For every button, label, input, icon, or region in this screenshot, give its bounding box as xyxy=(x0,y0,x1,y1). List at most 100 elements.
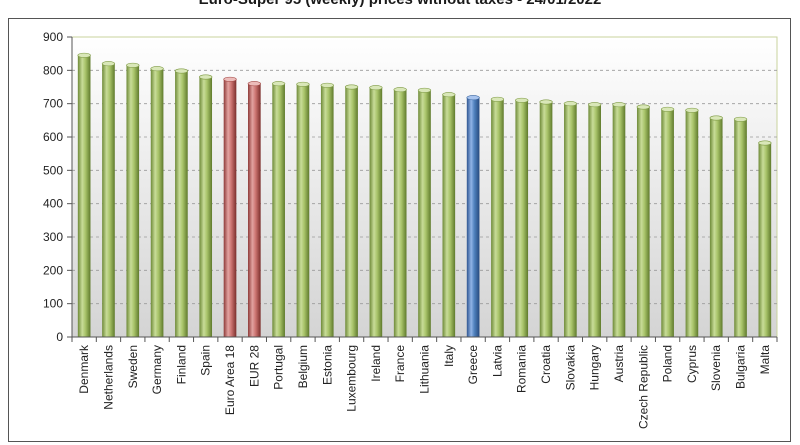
x-tick-label: Poland xyxy=(661,345,675,382)
bar-body xyxy=(320,85,334,337)
x-tick-label: Slovenia xyxy=(709,345,723,391)
bar-cap xyxy=(490,96,505,102)
bar-body xyxy=(588,104,601,338)
x-tick-label: Denmark xyxy=(77,344,91,394)
bar-body xyxy=(296,84,310,337)
x-tick-label: Hungary xyxy=(588,345,602,390)
bar-body xyxy=(77,55,91,337)
y-tick-label: 100 xyxy=(43,297,63,311)
bar-cap xyxy=(150,66,164,72)
bar-cap xyxy=(588,102,602,108)
x-tick-label: EUR 28 xyxy=(247,345,261,387)
bar-body xyxy=(102,63,115,338)
bar-cap xyxy=(101,61,116,67)
bar-slovakia xyxy=(563,101,577,338)
x-tick-label: Slovakia xyxy=(563,345,577,391)
x-tick-label: Croatia xyxy=(539,345,553,384)
bar-belgium xyxy=(296,81,310,337)
x-tick-label: Austria xyxy=(612,345,626,383)
bar-body xyxy=(539,102,553,337)
bar-cap xyxy=(393,87,407,93)
bar-body xyxy=(491,99,504,337)
x-tick-label: Italy xyxy=(442,345,456,367)
bar-cap xyxy=(320,82,334,88)
bar-cap xyxy=(344,84,359,90)
bar-ireland xyxy=(369,85,383,338)
y-tick-label: 300 xyxy=(43,230,63,244)
bar-cap xyxy=(758,140,772,146)
bar-croatia xyxy=(539,99,553,337)
y-tick-label: 400 xyxy=(43,197,63,211)
x-tick-label: Netherlands xyxy=(101,345,115,410)
bar-body xyxy=(709,118,723,337)
bar-body xyxy=(199,77,213,337)
bar-cap xyxy=(247,81,261,87)
bar-lithuania xyxy=(417,87,432,337)
bar-cap xyxy=(77,52,91,58)
bar-body xyxy=(393,89,407,338)
bar-body xyxy=(612,104,626,338)
bar-denmark xyxy=(77,52,91,337)
bar-cap xyxy=(733,116,748,122)
bar-romania xyxy=(515,97,529,337)
bar-body xyxy=(636,107,650,337)
bar-cap xyxy=(442,92,456,98)
x-tick-label: Sweden xyxy=(126,345,140,388)
bar-finland xyxy=(174,68,189,337)
bar-cap xyxy=(296,81,310,87)
bar-cap xyxy=(563,101,577,107)
bar-cap xyxy=(272,81,286,87)
bar-body xyxy=(418,90,431,337)
bar-austria xyxy=(612,102,626,338)
bar-cap xyxy=(539,99,553,105)
y-tick-label: 900 xyxy=(43,30,63,44)
bar-latvia xyxy=(490,96,505,337)
bar-portugal xyxy=(272,81,286,338)
bar-body xyxy=(126,65,140,337)
bar-cap xyxy=(636,104,650,110)
bar-bulgaria xyxy=(733,116,748,337)
bar-netherlands xyxy=(101,61,116,338)
x-axis: Denmark Netherlands Sweden Germany Finland Sp… xyxy=(71,336,778,429)
bar-body xyxy=(272,83,285,338)
bar-czech-republic xyxy=(636,104,650,337)
bar-hungary xyxy=(588,102,602,338)
bar-body xyxy=(345,87,358,337)
x-tick-label: Lithuania xyxy=(418,345,432,394)
x-tick-label: Euro Area 18 xyxy=(223,345,237,415)
bar-cap xyxy=(612,102,626,108)
x-tick-label: France xyxy=(393,345,407,383)
bar-cap xyxy=(174,68,189,74)
x-tick-label: Bulgaria xyxy=(734,345,748,389)
y-tick-label: 800 xyxy=(43,63,63,77)
bar-body xyxy=(223,79,237,337)
bar-malta xyxy=(758,140,772,337)
y-tick-label: 200 xyxy=(43,263,63,277)
bar-cap xyxy=(199,74,213,80)
bar-cap xyxy=(466,95,480,101)
x-tick-label: Luxembourg xyxy=(345,345,359,412)
x-tick-label: Germany xyxy=(150,345,164,394)
bar-spain xyxy=(199,74,213,337)
bar-estonia xyxy=(320,82,334,337)
bar-cap xyxy=(515,97,529,103)
bar-sweden xyxy=(126,62,140,337)
bar-cap xyxy=(660,106,675,112)
x-tick-label: Cyprus xyxy=(685,345,699,383)
y-tick-label: 700 xyxy=(43,97,63,111)
bar-body xyxy=(515,100,529,337)
bar-body xyxy=(369,87,383,338)
bar-eur-28 xyxy=(247,81,261,338)
x-tick-label: Malta xyxy=(758,345,772,375)
y-axis: 0 100 200 300 400 500 600 700 800 900 xyxy=(43,30,73,344)
bar-cap xyxy=(223,76,237,82)
bar-euro-area-18 xyxy=(223,76,237,337)
bar-body xyxy=(175,71,188,337)
x-tick-label: Latvia xyxy=(490,345,504,377)
x-tick-label: Czech Republic xyxy=(636,345,650,429)
x-tick-label: Belgium xyxy=(296,345,310,388)
bar-body xyxy=(248,83,261,338)
bar-cap xyxy=(417,87,432,93)
bar-body xyxy=(758,143,772,337)
